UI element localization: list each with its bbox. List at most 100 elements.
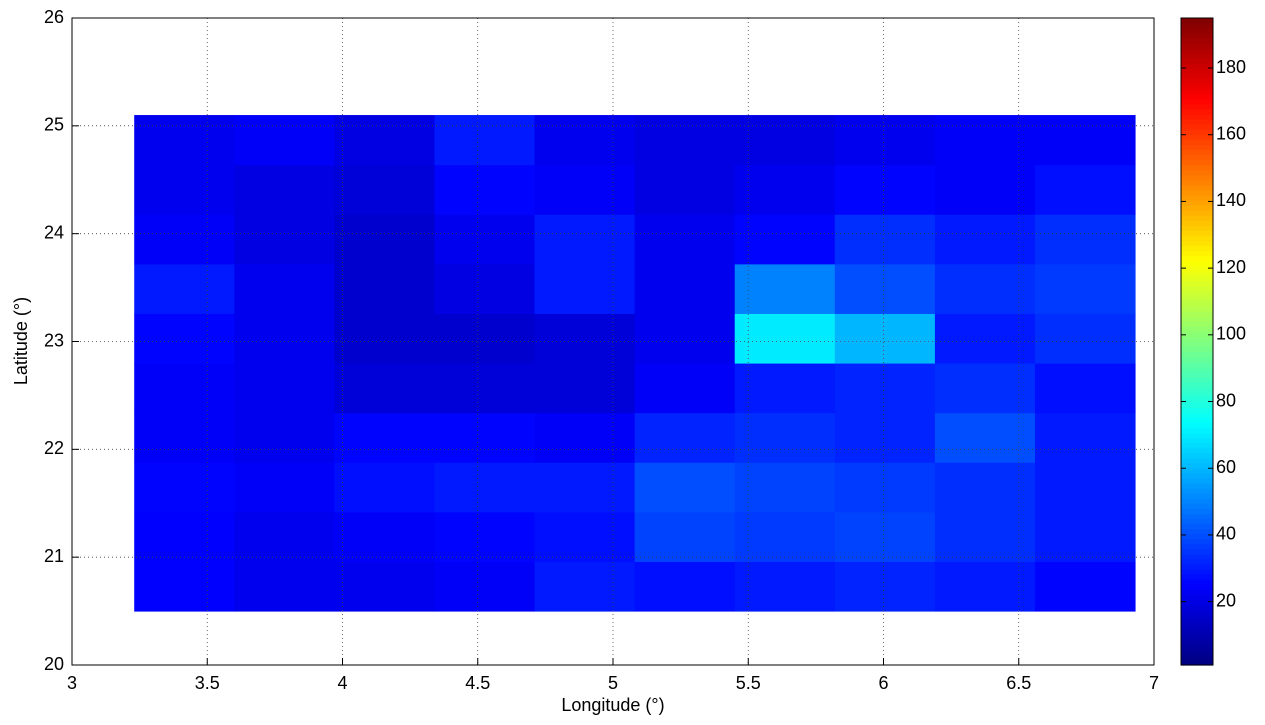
colorbar-swatch (1181, 265, 1213, 272)
heatmap-cell (434, 363, 536, 414)
heatmap-cell (534, 412, 636, 463)
colorbar-tick-label: 160 (1216, 123, 1246, 143)
plot-frame (71, 17, 1155, 666)
colorbar-swatch (1181, 321, 1213, 327)
heatmap-cell (934, 115, 1036, 166)
colorbar-swatch (1181, 331, 1213, 338)
heatmap-cell (234, 363, 335, 414)
y-tick-label: 23 (44, 330, 64, 350)
colorbar-swatch (1181, 503, 1213, 509)
heatmap-cell (734, 263, 836, 314)
colorbar-swatch (1181, 488, 1213, 494)
heatmap-cell (934, 462, 1036, 513)
colorbar-swatch (1181, 594, 1213, 600)
colorbar-swatch (1181, 558, 1213, 565)
colorbar-swatch (1181, 548, 1213, 555)
colorbar-swatch (1181, 422, 1213, 429)
colorbar-swatch (1181, 518, 1213, 525)
heatmap-cell (234, 214, 335, 265)
colorbar-swatch (1181, 392, 1213, 398)
colorbar-swatch (1181, 58, 1213, 65)
heatmap-cell (1034, 115, 1136, 166)
colorbar-swatch (1181, 498, 1213, 504)
heatmap-cell (434, 263, 536, 314)
heatmap-cell (634, 363, 736, 414)
colorbar-swatch (1181, 290, 1213, 297)
colorbar-swatch (1181, 23, 1213, 29)
colorbar-swatch (1181, 108, 1213, 115)
colorbar-swatch (1181, 43, 1213, 49)
heatmap-cell (834, 214, 936, 265)
heatmap-cell (434, 511, 536, 562)
colorbar-swatch (1181, 129, 1213, 135)
colorbar-swatch (1181, 407, 1213, 413)
colorbar-swatch (1181, 174, 1213, 181)
colorbar-swatch (1181, 159, 1213, 166)
colorbar-swatch (1181, 205, 1213, 211)
colorbar-swatch (1181, 260, 1213, 267)
heatmap-cell (834, 313, 936, 364)
heatmap-cell (734, 214, 836, 265)
heatmap-cell (934, 561, 1036, 612)
colorbar-swatch (1181, 371, 1213, 378)
colorbar-swatch (1181, 93, 1213, 100)
colorbar-swatch (1181, 114, 1213, 120)
heatmap-cell (934, 214, 1036, 265)
colorbar-swatch (1181, 306, 1213, 312)
x-tick-label: 7 (1149, 673, 1159, 693)
colorbar-swatch (1181, 381, 1213, 388)
heatmap-cell (534, 561, 636, 612)
colorbar-swatch (1181, 210, 1213, 216)
colorbar-swatch (1181, 48, 1213, 54)
colorbar-swatch (1181, 220, 1213, 226)
colorbar-tick-label: 100 (1216, 324, 1246, 344)
colorbar-swatch (1181, 614, 1213, 621)
heatmap-cell (434, 214, 536, 265)
colorbar-swatch (1181, 351, 1213, 358)
colorbar-swatch (1181, 134, 1213, 140)
colorbar-swatch (1181, 437, 1213, 444)
heatmap-cell (1034, 313, 1136, 364)
heatmap-cell (634, 214, 736, 265)
colorbar-swatch (1181, 538, 1213, 545)
heatmap-cell (634, 462, 736, 513)
heatmap-cell (134, 412, 235, 463)
heatmap-cell (134, 363, 235, 414)
colorbar-swatch (1181, 73, 1213, 80)
heatmap-cell (634, 511, 736, 562)
colorbar-swatch (1181, 579, 1213, 585)
x-tick-label: 5 (608, 673, 618, 693)
colorbar-swatch (1181, 619, 1213, 626)
heatmap-cell (834, 412, 936, 463)
colorbar-swatch (1181, 68, 1213, 75)
heatmap-cell (434, 561, 536, 612)
heatmap-cell (434, 115, 536, 166)
colorbar-swatch (1181, 230, 1213, 236)
colorbar-swatch (1181, 88, 1213, 95)
colorbar-swatch (1181, 457, 1213, 464)
heatmap-cell (534, 511, 636, 562)
heatmap-cell (134, 462, 235, 513)
heatmap-cell (334, 263, 435, 314)
colorbar-swatch (1181, 649, 1213, 656)
heatmap-cell (1034, 263, 1136, 314)
x-tick-label: 3 (67, 673, 77, 693)
heatmap-cell (534, 462, 636, 513)
colorbar-swatch (1181, 447, 1213, 454)
heatmap-cell (834, 561, 936, 612)
heatmap-cell (234, 462, 335, 513)
heatmap-cell (1034, 412, 1136, 463)
colorbar-swatch (1181, 442, 1213, 449)
heatmap-cell (934, 412, 1036, 463)
colorbar-swatch (1181, 467, 1213, 474)
colorbar-swatch (1181, 629, 1213, 636)
heatmap-cell (1034, 462, 1136, 513)
heatmap-cell (434, 164, 536, 215)
colorbar-swatch (1181, 417, 1213, 423)
colorbar-tick-label: 180 (1216, 57, 1246, 77)
y-tick-label: 22 (44, 438, 64, 458)
heatmap-cell (634, 164, 736, 215)
heatmap-cell (734, 561, 836, 612)
heatmap-cell (634, 313, 736, 364)
